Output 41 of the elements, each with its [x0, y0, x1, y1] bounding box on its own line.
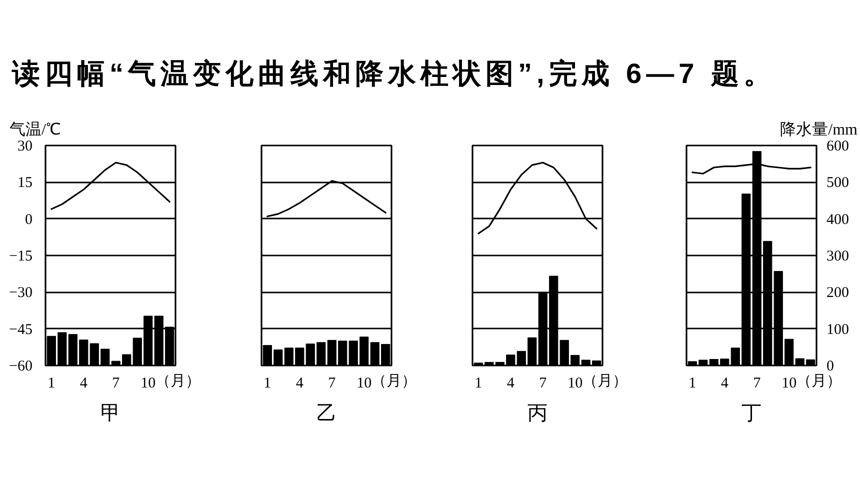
- x-axis-title: （月）: [582, 374, 628, 390]
- y2-tick-label: 500: [826, 175, 849, 192]
- x-tick-label: 10: [782, 376, 797, 392]
- y-tick-label: −15: [9, 248, 33, 264]
- x-tick-label: 10: [356, 376, 372, 392]
- x-tick-label: 7: [112, 376, 120, 392]
- y-tick-label: −45: [9, 322, 33, 338]
- x-axis-title: （月）: [372, 374, 416, 390]
- y-tick-label: −60: [9, 358, 33, 374]
- x-tick-label: 4: [720, 376, 729, 392]
- y2-tick-label: 100: [826, 322, 849, 338]
- text: 乙: [316, 402, 336, 424]
- y2-tick-label: 600: [826, 138, 849, 154]
- y2-tick-label: 200: [826, 285, 849, 302]
- y2-tick-label: 400: [826, 212, 849, 228]
- y-tick-label: 15: [18, 175, 32, 192]
- text: 读四幅“气温变化曲线和降水柱状图”,完成 6—7 题。: [10, 57, 776, 90]
- x-tick-label: 1: [474, 376, 482, 392]
- x-axis-title: （月）: [156, 374, 200, 390]
- y-axis-title: 气温/℃: [10, 122, 61, 138]
- x-tick-label: 7: [328, 376, 336, 392]
- y2-tick-label: 0: [826, 358, 834, 374]
- y-tick-label: −30: [9, 285, 33, 302]
- text: 丙: [528, 402, 548, 424]
- y-tick-label: 30: [18, 138, 32, 154]
- x-tick-label: 4: [80, 376, 88, 392]
- x-tick-label: 1: [48, 376, 56, 392]
- x-tick-label: 1: [264, 376, 272, 392]
- x-tick-label: 7: [539, 376, 548, 392]
- x-tick-label: 10: [568, 376, 583, 392]
- x-tick-label: 1: [688, 376, 696, 392]
- text: 丁: [742, 402, 762, 424]
- x-tick-label: 10: [140, 376, 156, 392]
- y2-axis-title: 降水量/mm: [780, 120, 858, 138]
- x-tick-label: 4: [506, 376, 515, 392]
- y2-tick-label: 300: [826, 248, 849, 264]
- x-tick-label: 4: [296, 376, 304, 392]
- x-tick-label: 7: [753, 376, 762, 392]
- text: 甲: [100, 402, 120, 424]
- x-axis-title: （月）: [796, 374, 842, 390]
- y-tick-label: 0: [25, 212, 32, 228]
